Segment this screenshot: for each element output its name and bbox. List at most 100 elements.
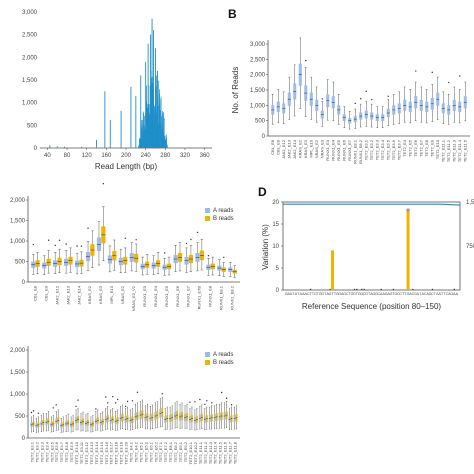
- sequence-letter: C: [363, 292, 366, 296]
- outlier-point: [194, 401, 196, 403]
- sequence-letter: A: [436, 292, 439, 296]
- y-tick-label: 1,000: [250, 103, 266, 109]
- outlier-point: [37, 412, 40, 414]
- category-label: RUNX1_E6: [341, 139, 346, 160]
- category-label: TET2_E10.2: [193, 441, 198, 464]
- sequence-letter: T: [348, 292, 351, 296]
- category-label: TET2_E3.1: [29, 441, 34, 462]
- category-label: TET2_E11.5: [462, 139, 467, 162]
- sequence-letter: T: [405, 292, 408, 296]
- category-label: TET2_E11.3: [208, 441, 213, 464]
- category-label: TET2_E4: [402, 139, 407, 157]
- outlier-point: [112, 395, 114, 398]
- minor-variation-mark: [431, 288, 434, 290]
- minor-variation-mark: [380, 288, 382, 290]
- sequence-letter: A: [326, 292, 329, 296]
- sequence-letter: T: [441, 292, 444, 296]
- sequence-letter: C: [424, 292, 427, 296]
- x-tick-label: 240: [141, 153, 152, 159]
- x-tick-label: 160: [101, 153, 112, 159]
- category-label: TET2_E3.6: [54, 441, 59, 462]
- sequence-letter: T: [392, 292, 395, 296]
- sequence-letter: C: [412, 292, 415, 296]
- category-label: TET2_E5.2: [143, 441, 148, 462]
- category-label: RUNX1_E7: [186, 285, 191, 306]
- y-tick-label: 500: [15, 414, 26, 420]
- sequence-letter: T: [331, 292, 334, 296]
- category-label: NRAS_E2: [120, 285, 125, 304]
- panel-b-boxplot: B 0 500 1,000 1,500 2,000 2,500 3,000 CBL_E8 CBL_…: [228, 7, 470, 164]
- sequence-letter: A: [287, 292, 290, 296]
- outlier-point: [220, 391, 223, 394]
- sequence-letter: A: [456, 292, 459, 296]
- x-axis-title: Read Length (bp): [95, 162, 158, 171]
- outlier-point: [305, 59, 307, 62]
- category-label: TET2_E3.15: [99, 441, 104, 464]
- legend-swatch: [205, 208, 210, 213]
- outlier-point: [65, 243, 67, 245]
- y-tick-label: 1,500: [10, 370, 26, 376]
- sequence-letter: C: [307, 292, 310, 296]
- outlier-point: [95, 408, 97, 410]
- category-label: TET2_E10.1: [188, 441, 193, 464]
- outlier-point: [135, 239, 137, 241]
- category-label: RUNX1_E3: [325, 139, 330, 160]
- outlier-point: [80, 245, 83, 247]
- outlier-point: [223, 256, 225, 259]
- category-label: KRAS_E3: [98, 285, 103, 304]
- sequence-letter: A: [421, 292, 424, 296]
- legend-label: A reads: [213, 352, 233, 358]
- category-label: TET2_E3.3: [39, 441, 44, 462]
- outlier-point: [87, 227, 89, 229]
- minor-variation-mark: [329, 288, 331, 290]
- sequence-letter: G: [360, 292, 363, 296]
- outlier-point: [77, 399, 79, 401]
- category-label: TET2_E7.2: [163, 441, 168, 462]
- variation-bar: [331, 250, 335, 290]
- sequence-letter: T: [368, 292, 371, 296]
- sequence-letter: C: [397, 292, 400, 296]
- y-tick-label: 0: [276, 288, 280, 294]
- sequence-letter: G: [385, 292, 388, 296]
- sequence-letter: A: [380, 292, 383, 296]
- outlier-point: [415, 70, 417, 72]
- category-label: TET2_E3.16: [104, 441, 109, 464]
- category-label: TET2_E3.10: [74, 441, 79, 464]
- category-label: TET2_E3.7: [396, 139, 401, 160]
- sequence-letter: C: [446, 292, 449, 296]
- x-tick-label: 40: [44, 153, 51, 159]
- category-label: TET2_E10: [435, 139, 440, 159]
- outlier-point: [196, 231, 199, 234]
- category-label: TET2_E5.1: [138, 441, 143, 462]
- sequence-letter: A: [300, 292, 303, 296]
- sequence-letter: G: [329, 292, 332, 296]
- category-label: JAK2_E14: [292, 139, 297, 159]
- category-label: JAK2_E12: [54, 285, 59, 305]
- y-tick-label: 2,000: [10, 198, 26, 204]
- x-tick-label: 80: [64, 153, 71, 159]
- category-label: RUNX1_E4: [153, 285, 158, 306]
- sequence-letter: T: [309, 292, 312, 296]
- category-label: TET2_E3.8: [64, 441, 69, 462]
- category-label: RUNX1_E8: [208, 285, 213, 306]
- category-label: TET2_E3.11: [79, 441, 84, 464]
- x-tick-label: 200: [121, 153, 132, 159]
- y-tick-label: 3,000: [22, 10, 38, 16]
- outlier-point: [105, 396, 107, 398]
- category-label: TET2_E3.2: [369, 139, 374, 160]
- category-label: TET2_E3.19: [119, 441, 124, 464]
- outlier-point: [204, 403, 206, 406]
- legend-swatch: [205, 360, 210, 365]
- sequence-letter: A: [448, 292, 451, 296]
- outlier-point: [107, 402, 109, 404]
- category-label: TET2_E3.18: [114, 441, 119, 464]
- category-label: TET2_E6: [413, 139, 418, 157]
- sequence-letter: A: [417, 292, 420, 296]
- sequence-letter: G: [319, 292, 322, 296]
- category-label: CBL_E8: [270, 139, 275, 155]
- minor-variation-mark: [309, 288, 312, 290]
- category-label: TET2_E8: [424, 139, 429, 157]
- category-label: TET2_E7.1: [158, 441, 163, 462]
